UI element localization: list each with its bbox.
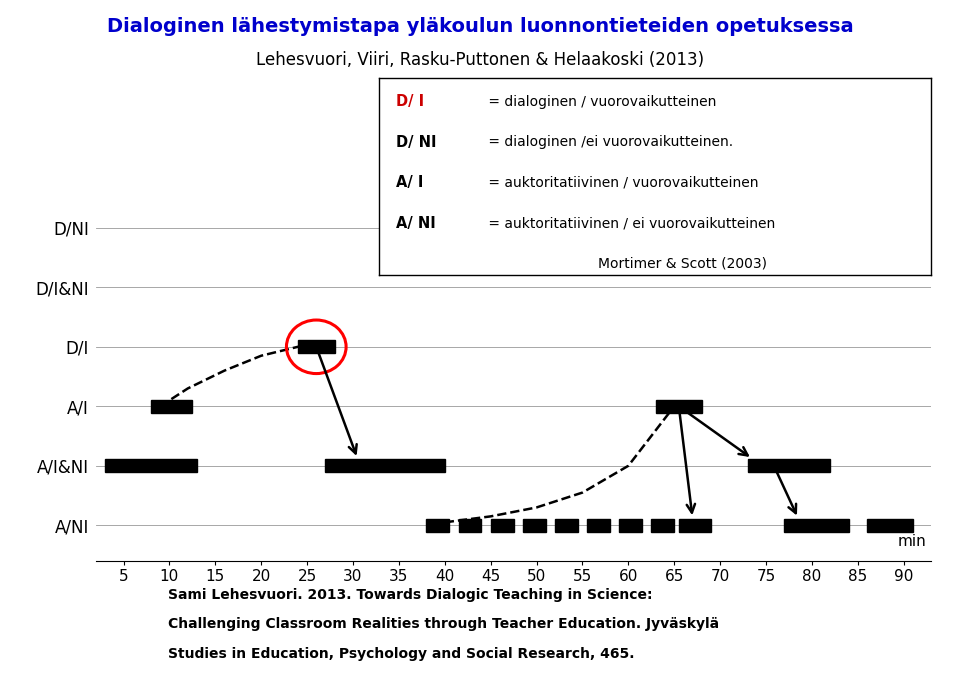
Bar: [656, 400, 702, 413]
Bar: [459, 519, 482, 532]
Text: Studies in Education, Psychology and Social Research, 465.: Studies in Education, Psychology and Soc…: [168, 647, 635, 661]
Bar: [298, 340, 335, 354]
Bar: [523, 519, 545, 532]
Text: min: min: [898, 534, 926, 549]
Bar: [587, 519, 610, 532]
Bar: [651, 519, 674, 532]
Text: A/ NI: A/ NI: [396, 216, 436, 231]
Bar: [106, 459, 197, 473]
Text: D/ NI: D/ NI: [396, 135, 436, 150]
Bar: [784, 519, 849, 532]
Text: = auktoritatiivinen / vuorovaikutteinen: = auktoritatiivinen / vuorovaikutteinen: [484, 175, 758, 190]
Text: = dialoginen /ei vuorovaikutteinen.: = dialoginen /ei vuorovaikutteinen.: [484, 135, 733, 150]
Bar: [867, 519, 913, 532]
Text: Lehesvuori, Viiri, Rasku-Puttonen & Helaakoski (2013): Lehesvuori, Viiri, Rasku-Puttonen & Hela…: [256, 51, 704, 69]
Text: A/ I: A/ I: [396, 175, 423, 190]
Bar: [491, 519, 514, 532]
Bar: [151, 400, 192, 413]
Text: Mortimer & Scott (2003): Mortimer & Scott (2003): [598, 256, 767, 271]
Bar: [619, 519, 642, 532]
Bar: [679, 519, 711, 532]
Text: Dialoginen lähestymistapa yläkoulun luonnontieteiden opetuksessa: Dialoginen lähestymistapa yläkoulun luon…: [107, 17, 853, 36]
Bar: [555, 519, 578, 532]
Bar: [426, 519, 449, 532]
Text: Challenging Classroom Realities through Teacher Education. Jyväskylä: Challenging Classroom Realities through …: [168, 617, 719, 632]
Text: Sami Lehesvuori. 2013. Towards Dialogic Teaching in Science:: Sami Lehesvuori. 2013. Towards Dialogic …: [168, 588, 653, 602]
Text: = auktoritatiivinen / ei vuorovaikutteinen: = auktoritatiivinen / ei vuorovaikuttein…: [484, 216, 776, 230]
Text: = dialoginen / vuorovaikutteinen: = dialoginen / vuorovaikutteinen: [484, 95, 716, 109]
Text: D/ I: D/ I: [396, 95, 424, 109]
Bar: [748, 459, 830, 473]
Bar: [325, 459, 444, 473]
